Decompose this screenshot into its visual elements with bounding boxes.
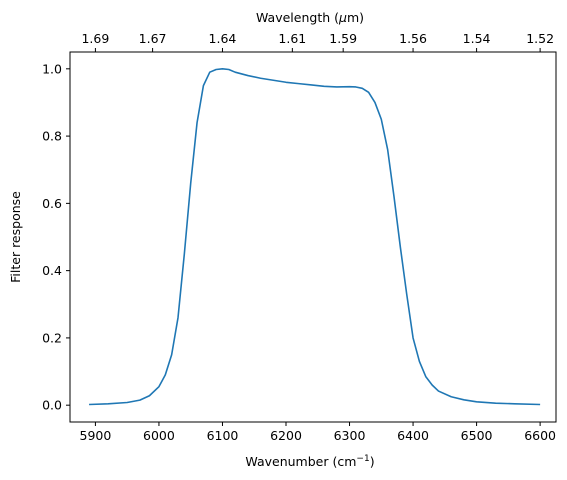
top-tick-label: 1.52 bbox=[526, 31, 554, 46]
top-tick-label: 1.61 bbox=[278, 31, 306, 46]
plot-frame bbox=[69, 51, 557, 423]
top-tick-label: 1.54 bbox=[463, 31, 491, 46]
x-axis-title: Wavenumber (cm−1) bbox=[245, 454, 374, 469]
x-tick-label: 6100 bbox=[207, 428, 239, 443]
bottom-ticks: 5900 6000 6100 6200 6300 6400 6500 6600 bbox=[80, 422, 556, 443]
y-tick-label: 0.8 bbox=[42, 129, 62, 144]
top-tick-label: 1.69 bbox=[81, 31, 109, 46]
y-tick-label: 0.6 bbox=[42, 196, 62, 211]
top-tick-label: 1.64 bbox=[209, 31, 237, 46]
y-tick-label: 0.2 bbox=[42, 330, 62, 345]
mu-glyph: μ bbox=[338, 10, 347, 25]
x-tick-label: 5900 bbox=[80, 428, 112, 443]
x-tick-label: 6500 bbox=[461, 428, 493, 443]
top-tick-label: 1.56 bbox=[399, 31, 427, 46]
left-ticks: 0.0 0.2 0.4 0.6 0.8 1.0 bbox=[42, 61, 70, 413]
y-tick-label: 1.0 bbox=[42, 61, 62, 76]
top-tick-label: 1.59 bbox=[329, 31, 357, 46]
x-tick-label: 6600 bbox=[524, 428, 556, 443]
y-axis-title: Filter response bbox=[8, 191, 23, 283]
y-tick-label: 0.0 bbox=[42, 398, 62, 413]
top-tick-label: 1.67 bbox=[139, 31, 167, 46]
x-tick-label: 6300 bbox=[334, 428, 366, 443]
top-axis-title: Wavelength (μm) bbox=[256, 10, 364, 25]
x-axis-title-sup: −1 bbox=[356, 454, 369, 464]
x-tick-label: 6400 bbox=[397, 428, 429, 443]
x-tick-label: 6000 bbox=[143, 428, 175, 443]
top-ticks: 1.69 1.67 1.64 1.61 1.59 1.56 1.54 1.52 bbox=[81, 31, 554, 52]
series-line-0 bbox=[89, 68, 541, 406]
series-layer bbox=[89, 68, 541, 406]
x-tick-label: 6200 bbox=[270, 428, 302, 443]
y-tick-label: 0.4 bbox=[42, 263, 62, 278]
